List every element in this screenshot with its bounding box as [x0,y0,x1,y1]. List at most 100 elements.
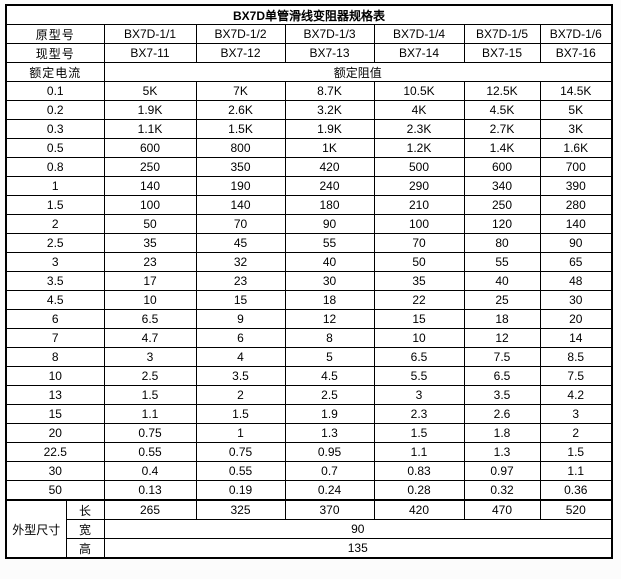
rated-current-cell: 4.5 [5,290,105,310]
resistance-value-cell: 40 [284,252,375,272]
resistance-value-cell: 35 [103,233,197,253]
orig-model-cell: BX7D-1/4 [373,24,465,44]
rated-current-cell: 6 [5,309,105,329]
resistance-value-cell: 50 [103,214,197,234]
rated-current-cell: 2 [5,214,105,234]
resistance-value-cell: 7K [195,81,286,101]
resistance-data-row: 0.2 1.9K 2.6K 3.2K 4K 4.5K 5K [5,100,613,120]
resistance-value-cell: 12 [463,328,541,348]
resistance-value-cell: 14.5K [539,81,613,101]
resistance-data-row: 50 0.13 0.19 0.24 0.28 0.32 0.36 [5,480,613,501]
rated-current-cell: 0.1 [5,81,105,101]
resistance-value-cell: 70 [195,214,286,234]
rated-current-cell: 0.3 [5,119,105,139]
resistance-value-cell: 1 [195,423,286,443]
length-cell: 325 [195,499,286,520]
orig-model-cell: BX7D-1/1 [103,24,197,44]
resistance-value-cell: 80 [463,233,541,253]
rated-current-cell: 0.8 [5,157,105,177]
rated-current-cell: 3 [5,252,105,272]
resistance-value-cell: 250 [463,195,541,215]
resistance-value-cell: 1.9K [284,119,375,139]
resistance-data-row: 0.1 5K 7K 8.7K 10.5K 12.5K 14.5K [5,81,613,101]
current-model-cell: BX7-14 [373,43,465,63]
resistance-value-cell: 340 [463,176,541,196]
resistance-value-cell: 250 [103,157,197,177]
height-label: 高 [65,538,105,559]
resistance-value-cell: 2.3 [373,404,465,424]
resistance-value-cell: 3 [373,385,465,405]
resistance-value-cell: 1.5 [539,442,613,462]
resistance-value-cell: 3.5 [463,385,541,405]
resistance-value-cell: 0.13 [103,480,197,501]
resistance-value-cell: 18 [284,290,375,310]
resistance-value-cell: 8.7K [284,81,375,101]
resistance-data-row: 10 2.5 3.5 4.5 5.5 6.5 7.5 [5,366,613,386]
resistance-value-cell: 600 [463,157,541,177]
resistance-value-cell: 6.5 [103,309,197,329]
resistance-value-cell: 5.5 [373,366,465,386]
resistance-data-row: 30 0.4 0.55 0.7 0.83 0.97 1.1 [5,461,613,481]
resistance-value-cell: 5K [103,81,197,101]
rated-current-cell: 10 [5,366,105,386]
resistance-value-cell: 1.6K [539,138,613,158]
resistance-value-cell: 55 [463,252,541,272]
resistance-data-row: 2 50 70 90 100 120 140 [5,214,613,234]
resistance-value-cell: 8.5 [539,347,613,367]
width-cell: 90 [103,519,613,539]
resistance-value-cell: 500 [373,157,465,177]
resistance-value-cell: 90 [539,233,613,253]
resistance-value-cell: 2.3K [373,119,465,139]
rated-current-cell: 15 [5,404,105,424]
resistance-value-cell: 140 [195,195,286,215]
resistance-value-cell: 15 [195,290,286,310]
length-cell: 470 [463,499,541,520]
resistance-value-cell: 0.97 [463,461,541,481]
resistance-value-cell: 280 [539,195,613,215]
resistance-data-row: 8 3 4 5 6.5 7.5 8.5 [5,347,613,367]
resistance-value-cell: 190 [195,176,286,196]
resistance-value-cell: 0.75 [195,442,286,462]
rated-current-cell: 0.5 [5,138,105,158]
resistance-value-cell: 4.7 [103,328,197,348]
resistance-value-cell: 1.5 [103,385,197,405]
resistance-value-cell: 17 [103,271,197,291]
resistance-value-cell: 350 [195,157,286,177]
resistance-value-cell: 70 [373,233,465,253]
resistance-value-cell: 90 [284,214,375,234]
resistance-value-cell: 800 [195,138,286,158]
length-cell: 265 [103,499,197,520]
current-model-cell: BX7-15 [463,43,541,63]
resistance-value-cell: 45 [195,233,286,253]
resistance-data-row: 7 4.7 6 8 10 12 14 [5,328,613,348]
column-header-row: 额定电流 额定阻值 [5,62,613,82]
width-label: 宽 [65,519,105,539]
resistance-value-cell: 100 [373,214,465,234]
resistance-value-cell: 6.5 [463,366,541,386]
current-model-row: 现型号 BX7-11 BX7-12 BX7-13 BX7-14 BX7-15 B… [5,43,613,63]
dimension-height-row: 高 135 [6,538,613,559]
length-cell: 370 [284,499,375,520]
resistance-value-cell: 7.5 [539,366,613,386]
resistance-value-cell: 0.28 [373,480,465,501]
rated-current-cell: 0.2 [5,100,105,120]
resistance-value-cell: 0.32 [463,480,541,501]
resistance-value-cell: 0.55 [195,461,286,481]
resistance-data-row: 3.5 17 23 30 35 40 48 [5,271,613,291]
resistance-data-row: 20 0.75 1 1.3 1.5 1.8 2 [5,423,613,443]
rated-current-cell: 30 [5,461,105,481]
resistance-value-cell: 5 [284,347,375,367]
resistance-value-cell: 2.5 [103,366,197,386]
resistance-value-cell: 20 [539,309,613,329]
resistance-value-cell: 40 [463,271,541,291]
orig-model-cell: BX7D-1/5 [463,24,541,44]
rated-current-cell: 8 [5,347,105,367]
resistance-value-cell: 2.7K [463,119,541,139]
title-row: BX7D单管滑线变阻器规格表 [5,4,613,25]
resistance-value-cell: 1.3 [463,442,541,462]
length-cell: 420 [373,499,465,520]
orig-model-label: 原型号 [5,24,105,44]
resistance-value-cell: 210 [373,195,465,215]
resistance-value-cell: 100 [103,195,197,215]
resistance-value-cell: 1.1K [103,119,197,139]
